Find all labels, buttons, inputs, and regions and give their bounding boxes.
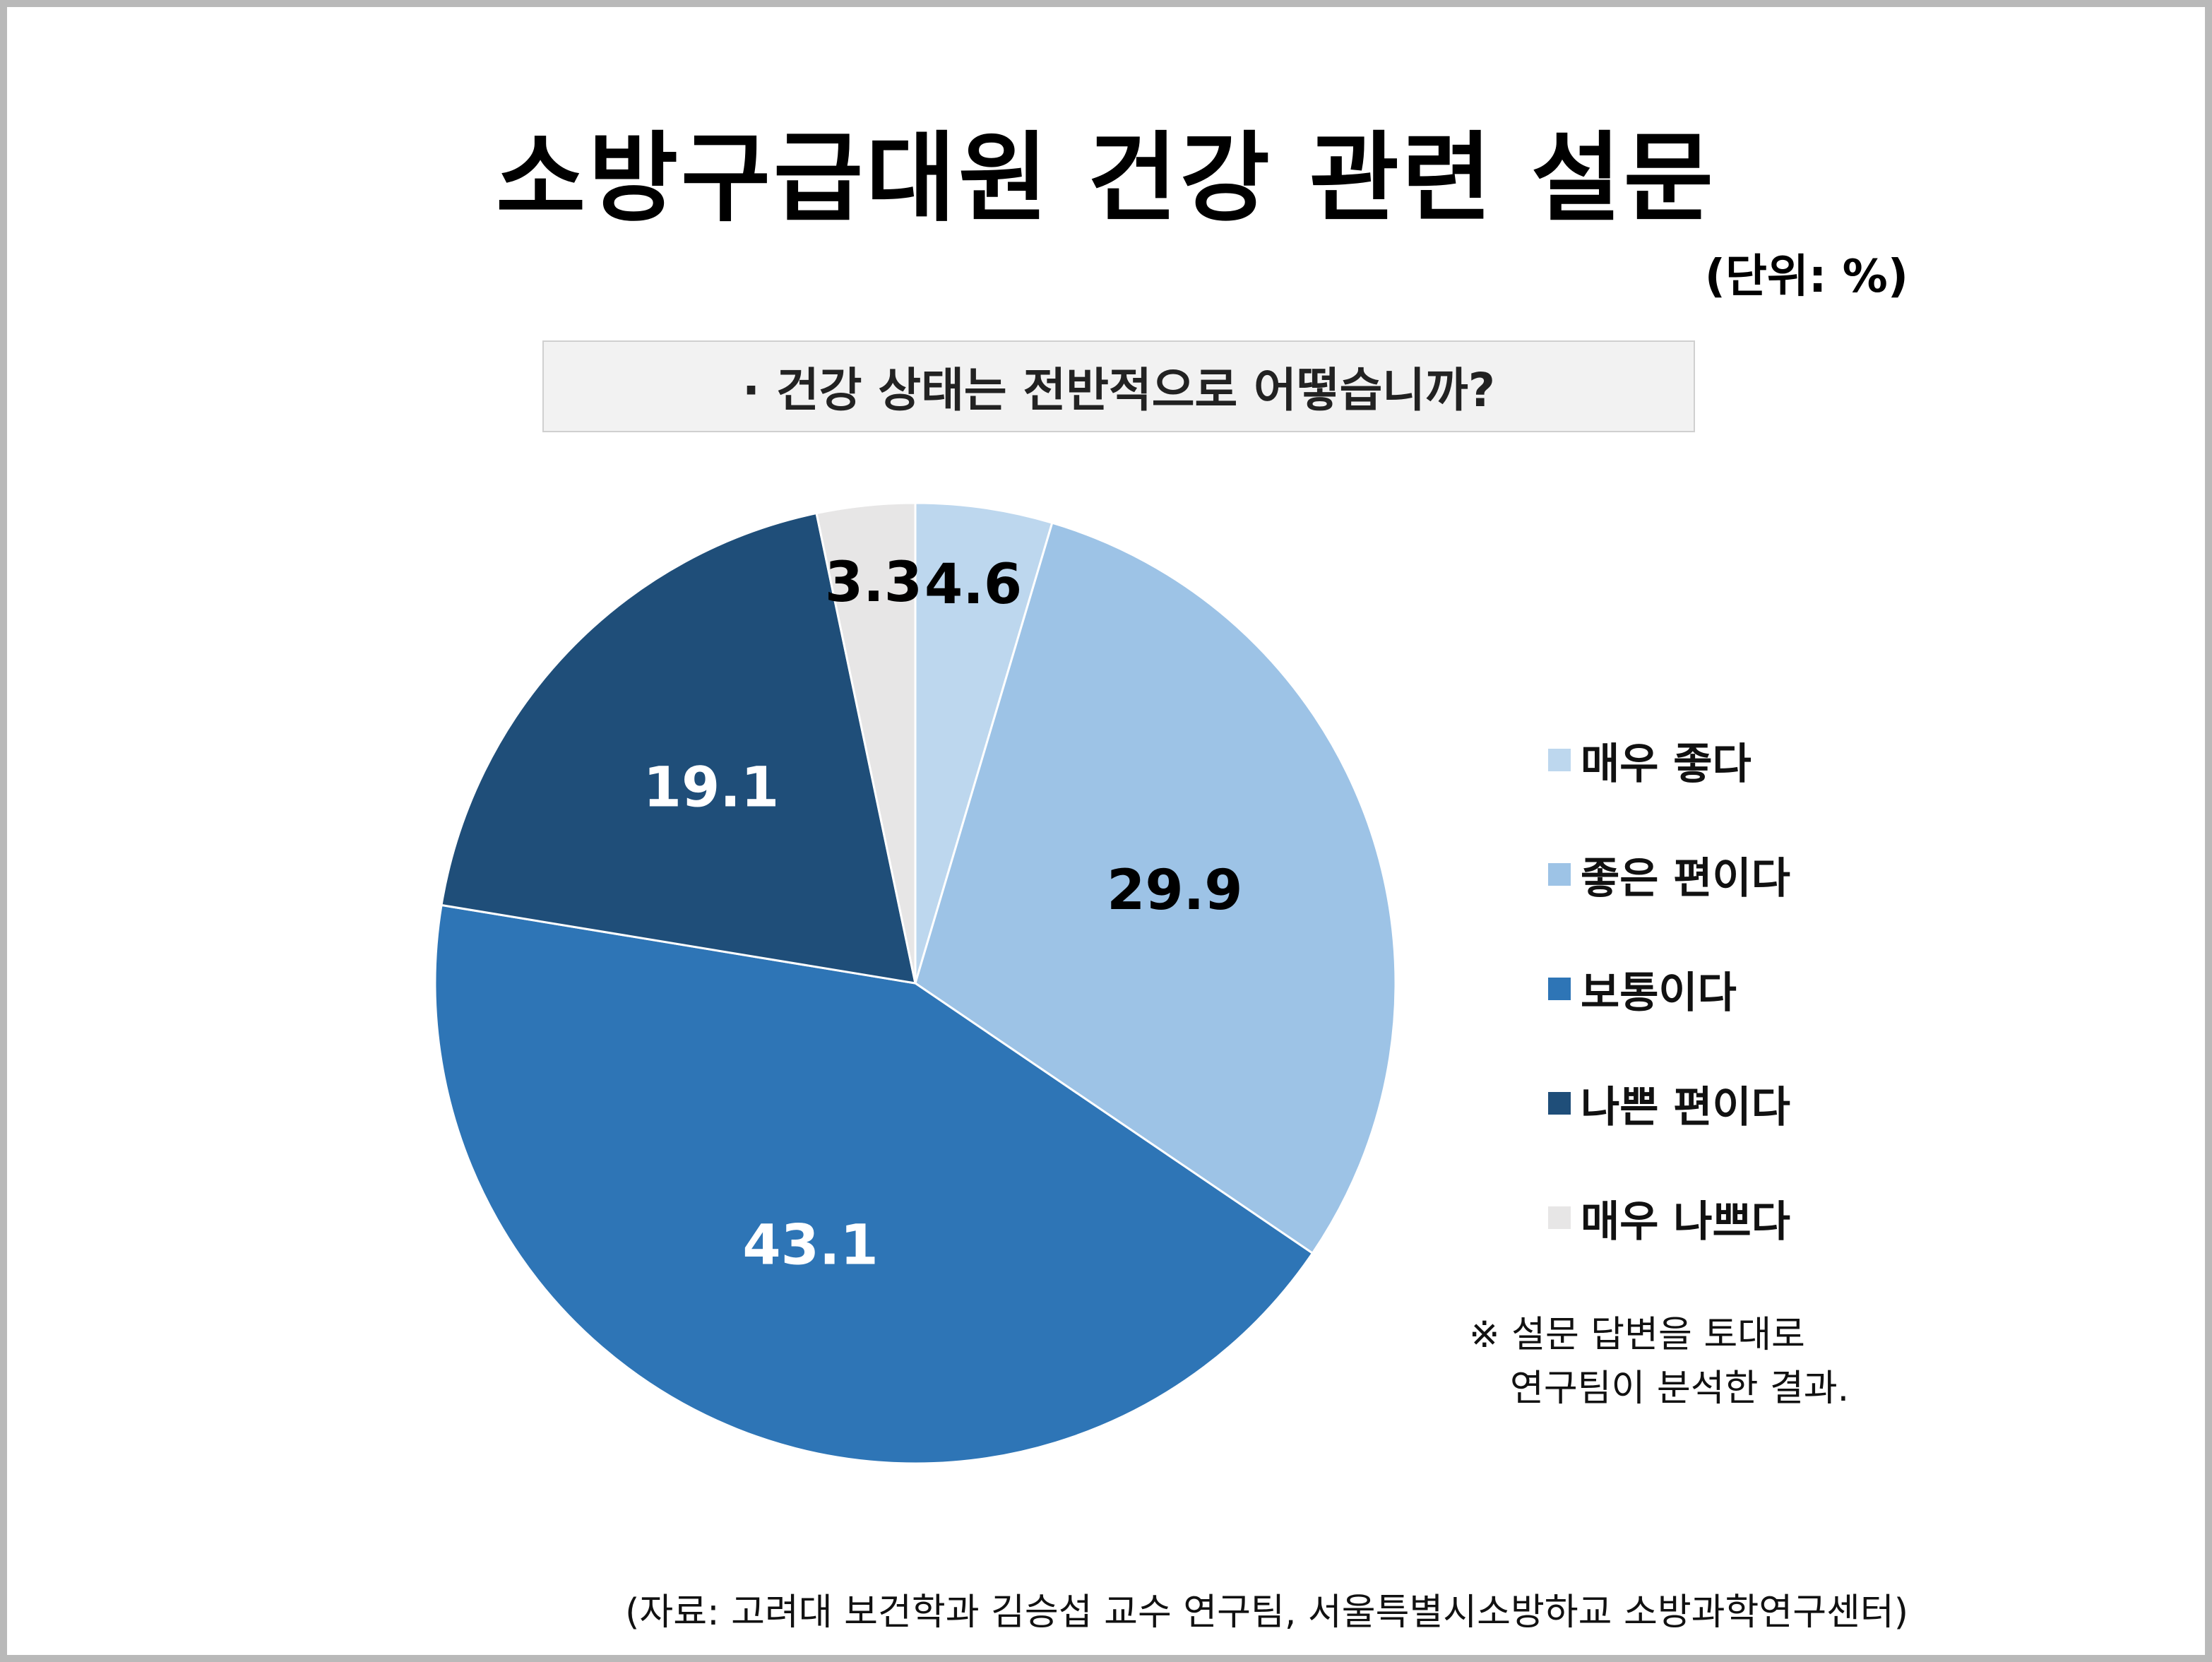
- legend-swatch: [1548, 1206, 1571, 1229]
- legend-swatch: [1548, 1092, 1571, 1115]
- note-line-1: ※ 설문 답변을 토대로: [1469, 1314, 1805, 1356]
- legend-label: 나쁜 편이다: [1581, 1082, 1790, 1132]
- pie-slice: [434, 903, 1314, 1465]
- pie-slice: [440, 511, 917, 985]
- analysis-note: ※ 설문 답변을 토대로 연구팀이 분석한 결과.: [1469, 1308, 1849, 1415]
- legend-swatch: [1548, 863, 1571, 886]
- chart-title: 소방구급대원 건강 관련 설문: [496, 121, 1716, 235]
- data-label: 43.1: [742, 1213, 878, 1277]
- pie-slice: [815, 501, 917, 984]
- source-citation: (자료: 고려대 보건학과 김승섭 교수 연구팀, 서울특별시소방하교 소방과학…: [625, 1591, 1908, 1634]
- data-label: 29.9: [1107, 859, 1242, 922]
- legend-item: 좋은 편이다: [1548, 817, 1790, 932]
- legend-swatch: [1548, 978, 1571, 1000]
- legend-label: 매우 좋다: [1581, 739, 1752, 789]
- legend-label: 보통이다: [1581, 968, 1737, 1018]
- legend-item: 나쁜 편이다: [1548, 1046, 1790, 1161]
- legend-item: 보통이다: [1548, 932, 1790, 1046]
- note-line-2: 연구팀이 분석한 결과.: [1510, 1367, 1850, 1410]
- legend-item: 매우 나쁘다: [1548, 1161, 1790, 1275]
- legend-swatch: [1548, 749, 1571, 771]
- pie-slice: [914, 521, 1397, 1255]
- data-label: 19.1: [643, 756, 779, 819]
- pie-slice: [914, 501, 1054, 984]
- legend-label: 매우 나쁘다: [1581, 1197, 1790, 1247]
- survey-question-box: · 건강 상태는 전반적으로 어떻습니까?: [542, 340, 1695, 432]
- data-label: 4.6: [924, 553, 1022, 617]
- legend-item: 매우 좋다: [1548, 703, 1790, 817]
- unit-label: (단위: %): [1704, 251, 1908, 303]
- legend-label: 좋은 편이다: [1581, 853, 1790, 903]
- data-label: 3.3: [825, 551, 922, 615]
